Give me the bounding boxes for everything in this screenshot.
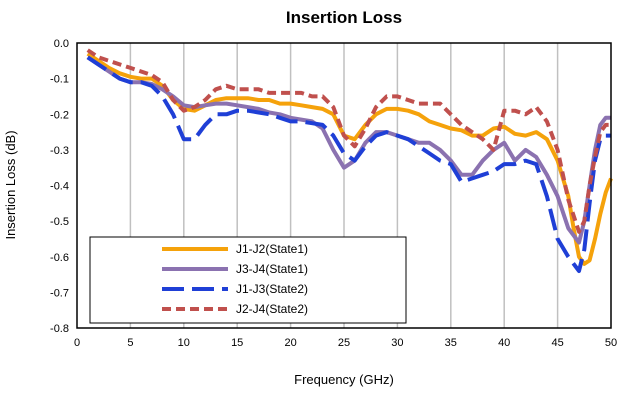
x-tick-label: 20 (284, 337, 296, 349)
y-tick-label: -0.6 (50, 252, 69, 264)
y-tick-label: -0.3 (50, 145, 69, 157)
y-axis-ticks: 0.0 -0.1 -0.2 -0.3 -0.4 -0.5 -0.6 -0.7 -0.8 (50, 38, 69, 335)
legend-label: J1-J2(State1) (236, 242, 308, 256)
x-axis-title: Frequency (GHz) (294, 372, 394, 387)
series-line-j2-j4-state2 (86, 48, 611, 234)
legend-label: J3-J4(State1) (236, 262, 308, 276)
x-tick-label: 25 (338, 337, 350, 349)
legend: J1-J2(State1) J3-J4(State1) J1-J3(State2) J… (89, 236, 407, 324)
legend-label: J1-J3(State2) (236, 282, 308, 296)
y-tick-label: -0.7 (50, 287, 69, 299)
x-tick-label: 50 (605, 337, 617, 349)
x-tick-label: 45 (551, 337, 563, 349)
x-tick-label: 0 (74, 337, 80, 349)
x-tick-label: 15 (231, 337, 243, 349)
y-tick-label: -0.4 (50, 181, 69, 193)
y-tick-label: -0.8 (50, 323, 69, 335)
y-tick-label: -0.2 (50, 109, 69, 121)
series-line-j1-j3-state2 (86, 55, 611, 273)
x-tick-label: 10 (178, 337, 190, 349)
y-axis-title: Insertion Loss (dB) (3, 130, 18, 239)
x-tick-label: 5 (127, 337, 133, 349)
series-line-j3-j4-state1 (86, 55, 611, 245)
x-tick-label: 40 (498, 337, 510, 349)
legend-box (89, 236, 407, 324)
x-tick-label: 35 (445, 337, 457, 349)
y-tick-label: -0.5 (50, 216, 69, 228)
x-tick-label: 30 (391, 337, 403, 349)
plot-frame (76, 42, 612, 329)
y-tick-label: 0.0 (54, 38, 69, 50)
y-tick-label: -0.1 (50, 74, 69, 86)
series-lines (86, 48, 613, 273)
legend-label: J2-J4(State2) (236, 302, 308, 316)
vertical-gridlines (129, 43, 559, 328)
x-axis-ticks: 0 5 10 15 20 25 30 35 40 45 50 (74, 337, 617, 349)
chart-title: Insertion Loss (286, 8, 402, 27)
